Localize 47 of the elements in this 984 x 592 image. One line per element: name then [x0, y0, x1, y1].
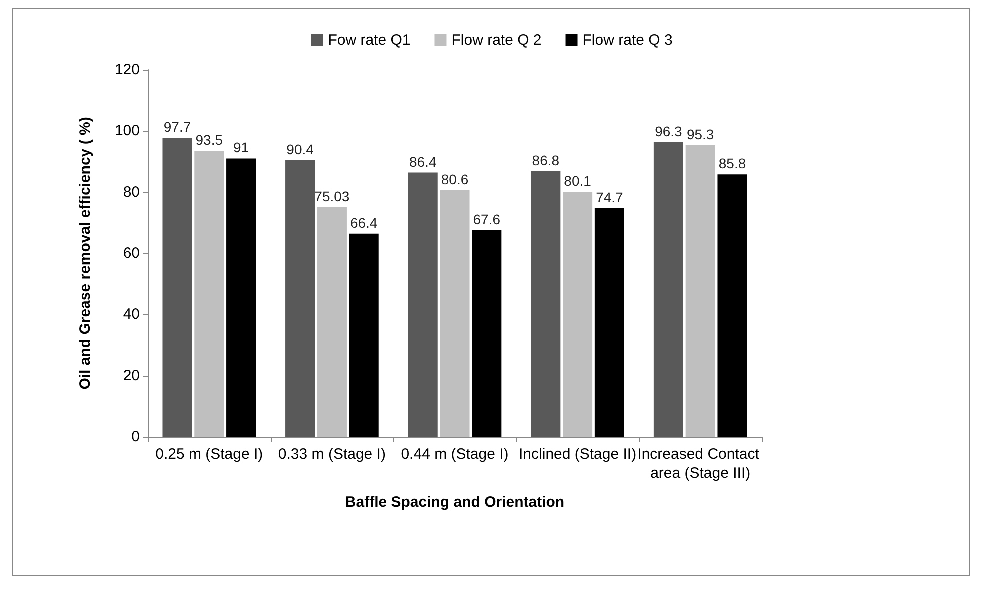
- y-tick-label: 120: [114, 62, 140, 78]
- bar: [408, 172, 438, 437]
- bar: [226, 158, 256, 437]
- x-tick-label: 0.44 m (Stage I): [401, 446, 509, 463]
- data-label: 86.8: [532, 152, 560, 169]
- y-tick-label: 60: [123, 245, 140, 262]
- data-label: 96.3: [655, 123, 683, 140]
- bar: [349, 234, 379, 437]
- bar: [594, 208, 624, 437]
- y-tick-label: 80: [123, 184, 140, 201]
- bar: [317, 208, 347, 437]
- bar: [440, 190, 470, 437]
- data-label: 95.3: [686, 126, 714, 143]
- legend-label: Fow rate Q1: [328, 32, 411, 49]
- x-tick-label: 0.25 m (Stage I): [156, 446, 264, 463]
- data-label: 80.6: [441, 172, 469, 188]
- y-tick-label: 0: [132, 428, 140, 446]
- y-axis-title: Oil and Grease removal efficiency ( %): [77, 117, 94, 390]
- bar: [654, 142, 684, 437]
- data-label: 85.8: [718, 156, 746, 172]
- data-label: 80.1: [564, 173, 592, 190]
- data-label: 93.5: [196, 132, 224, 148]
- x-axis-title: Baffle Spacing and Orientation: [345, 494, 565, 511]
- data-label: 91: [234, 140, 250, 156]
- bar: [686, 146, 716, 437]
- data-label: 97.7: [164, 119, 192, 136]
- data-label: 75.03: [314, 188, 350, 205]
- bar: [194, 151, 224, 437]
- data-label: 74.7: [596, 190, 624, 206]
- data-label: 90.4: [286, 142, 314, 158]
- y-tick-label: 100: [114, 122, 140, 140]
- x-tick-label: Increased Contact area (Stage III): [638, 446, 764, 482]
- bar: [563, 192, 593, 437]
- bar: [472, 230, 502, 437]
- y-tick-label: 40: [123, 306, 140, 324]
- data-label: 86.4: [409, 154, 437, 170]
- bar: [718, 174, 748, 437]
- x-tick-label: 0.33 m (Stage I): [278, 446, 386, 463]
- bar: [286, 160, 316, 437]
- legend-label: Flow rate Q 2: [452, 32, 542, 49]
- legend-label: Flow rate Q 3: [582, 32, 673, 49]
- y-tick-label: 20: [123, 367, 140, 384]
- x-tick-label: Inclined (Stage II): [519, 446, 637, 463]
- bar: [162, 138, 192, 437]
- data-label: 66.4: [350, 214, 378, 231]
- bar: [531, 172, 561, 437]
- data-label: 67.6: [473, 211, 501, 228]
